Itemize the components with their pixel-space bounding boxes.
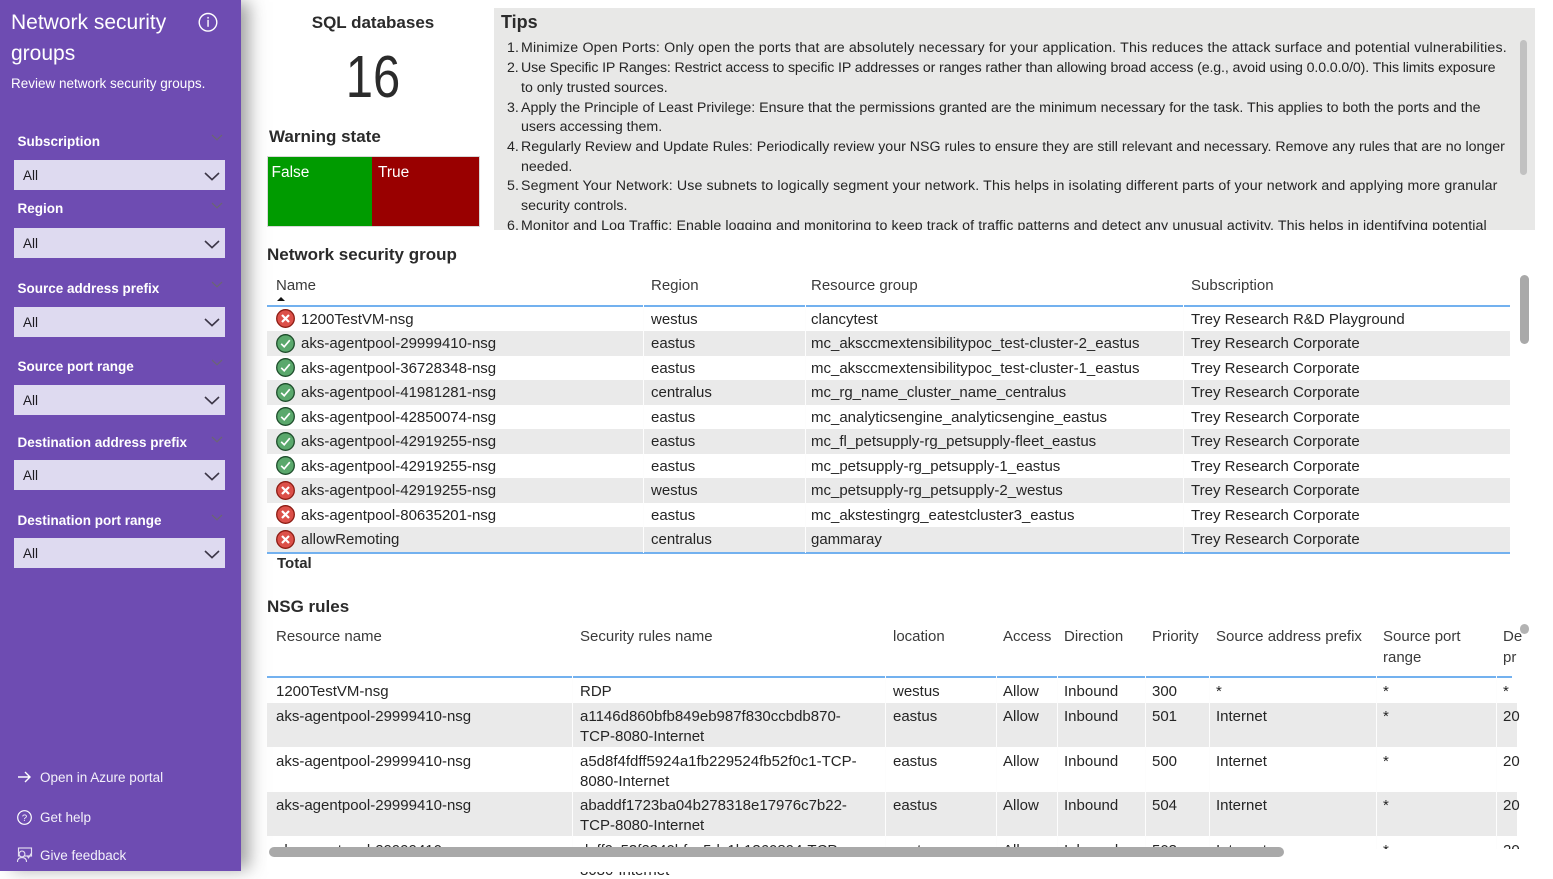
svg-text:?: ? [22, 813, 27, 824]
